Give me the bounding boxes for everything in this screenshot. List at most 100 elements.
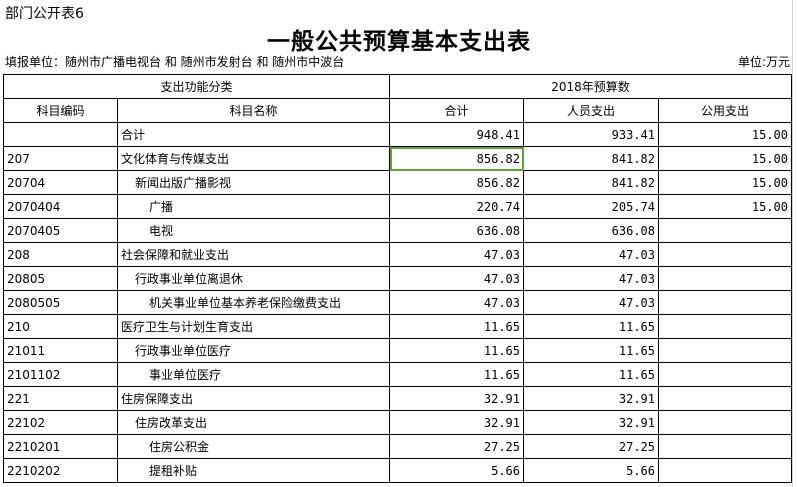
header-function-class[interactable]: 支出功能分类 <box>3 74 390 99</box>
table-row: 22102 住房改革支出 32.91 32.91 <box>3 410 792 435</box>
header-personnel[interactable]: 人员支出 <box>523 98 659 123</box>
table-row: 合计 948.41 933.41 15.00 <box>3 122 792 147</box>
cell-name[interactable]: 住房保障支出 <box>117 386 390 411</box>
cell-code[interactable]: 210 <box>3 314 118 339</box>
cell-public[interactable]: 15.00 <box>658 146 792 171</box>
cell-personnel[interactable]: 933.41 <box>523 122 659 147</box>
cell-name[interactable]: 住房改革支出 <box>117 410 390 435</box>
header-code[interactable]: 科目编码 <box>3 98 118 123</box>
cell-total[interactable]: 11.65 <box>389 314 524 339</box>
cell-total[interactable]: 47.03 <box>389 242 524 267</box>
cell-total[interactable]: 856.82 <box>389 170 524 195</box>
table-row: 208 社会保障和就业支出 47.03 47.03 <box>3 242 792 267</box>
cell-personnel[interactable]: 32.91 <box>523 386 659 411</box>
cell-code[interactable]: 2101102 <box>3 362 118 387</box>
cell-total[interactable]: 11.65 <box>389 362 524 387</box>
cell-personnel[interactable]: 841.82 <box>523 146 659 171</box>
cell-total[interactable]: 636.08 <box>389 218 524 243</box>
cell-personnel[interactable]: 27.25 <box>523 434 659 459</box>
cell-personnel[interactable]: 636.08 <box>523 218 659 243</box>
cell-name[interactable]: 医疗卫生与计划生育支出 <box>117 314 390 339</box>
cell-public[interactable] <box>658 242 792 267</box>
header-public[interactable]: 公用支出 <box>658 98 792 123</box>
cell-public[interactable] <box>658 314 792 339</box>
cell-total[interactable]: 11.65 <box>389 338 524 363</box>
cell-total[interactable]: 948.41 <box>389 122 524 147</box>
cell-total[interactable]: 47.03 <box>389 266 524 291</box>
cell-total[interactable]: 47.03 <box>389 290 524 315</box>
cell-personnel[interactable]: 47.03 <box>523 266 659 291</box>
cell-code[interactable]: 22102 <box>3 410 118 435</box>
gridline <box>792 0 798 487</box>
cell-personnel[interactable]: 11.65 <box>523 314 659 339</box>
cell-public[interactable] <box>658 338 792 363</box>
cell-name[interactable]: 社会保障和就业支出 <box>117 242 390 267</box>
cell-personnel[interactable]: 11.65 <box>523 338 659 363</box>
table-code[interactable]: 部门公开表6 <box>5 6 84 22</box>
header-budget-2018[interactable]: 2018年预算数 <box>389 74 792 99</box>
cell-name[interactable]: 行政事业单位离退休 <box>117 266 390 291</box>
cell-name[interactable]: 住房公积金 <box>117 434 390 459</box>
cell-name[interactable]: 机关事业单位基本养老保险缴费支出 <box>117 290 390 315</box>
table-row: 20805 行政事业单位离退休 47.03 47.03 <box>3 266 792 291</box>
cell-total[interactable]: 220.74 <box>389 194 524 219</box>
cell-name[interactable]: 提租补贴 <box>117 458 390 483</box>
cell-personnel[interactable]: 841.82 <box>523 170 659 195</box>
header-row-2: 科目编码 科目名称 合计 人员支出 公用支出 <box>3 98 792 123</box>
cell-name[interactable]: 电视 <box>117 218 390 243</box>
cell-code[interactable]: 208 <box>3 242 118 267</box>
cell-public[interactable] <box>658 362 792 387</box>
cell-code[interactable]: 20805 <box>3 266 118 291</box>
table-row: 221 住房保障支出 32.91 32.91 <box>3 386 792 411</box>
cell-public[interactable] <box>658 410 792 435</box>
cell-total[interactable]: 856.82 <box>389 146 524 171</box>
cell-code[interactable]: 2070404 <box>3 194 118 219</box>
cell-public[interactable]: 15.00 <box>658 194 792 219</box>
cell-code[interactable]: 207 <box>3 146 118 171</box>
cell-personnel[interactable]: 47.03 <box>523 290 659 315</box>
cell-name[interactable]: 新闻出版广播影视 <box>117 170 390 195</box>
table-row: 20704 新闻出版广播影视 856.82 841.82 15.00 <box>3 170 792 195</box>
page-title[interactable]: 一般公共预算基本支出表 <box>267 28 531 55</box>
cell-public[interactable] <box>658 386 792 411</box>
cell-personnel[interactable]: 11.65 <box>523 362 659 387</box>
cell-public[interactable] <box>658 218 792 243</box>
cell-name[interactable]: 事业单位医疗 <box>117 362 390 387</box>
cell-total[interactable]: 32.91 <box>389 386 524 411</box>
cell-name[interactable]: 合计 <box>117 122 390 147</box>
cell-total[interactable]: 5.66 <box>389 458 524 483</box>
cell-code[interactable] <box>3 122 118 147</box>
unit-label[interactable]: 单位:万元 <box>737 55 790 69</box>
reporting-unit[interactable]: 填报单位：随州市广播电视台 和 随州市发射台 和 随州市中波台 <box>5 55 345 69</box>
cell-code[interactable]: 20704 <box>3 170 118 195</box>
cell-code[interactable]: 2210201 <box>3 434 118 459</box>
cell-total[interactable]: 32.91 <box>389 410 524 435</box>
cell-public[interactable] <box>658 434 792 459</box>
cell-code[interactable]: 2080505 <box>3 290 118 315</box>
cell-code[interactable]: 221 <box>3 386 118 411</box>
cell-code[interactable]: 21011 <box>3 338 118 363</box>
table-row: 207 文化体育与传媒支出 856.82 841.82 15.00 <box>3 146 792 171</box>
cell-personnel[interactable]: 32.91 <box>523 410 659 435</box>
cell-total[interactable]: 27.25 <box>389 434 524 459</box>
cell-code[interactable]: 2070405 <box>3 218 118 243</box>
cell-personnel[interactable]: 5.66 <box>523 458 659 483</box>
cell-personnel[interactable]: 47.03 <box>523 242 659 267</box>
cell-public[interactable] <box>658 266 792 291</box>
cell-name[interactable]: 广播 <box>117 194 390 219</box>
header-name[interactable]: 科目名称 <box>117 98 390 123</box>
header-total[interactable]: 合计 <box>389 98 524 123</box>
cell-public[interactable] <box>658 290 792 315</box>
table-row: 2210202 提租补贴 5.66 5.66 <box>3 458 792 483</box>
budget-table: 支出功能分类 2018年预算数 科目编码 科目名称 合计 人员支出 公用支出 合… <box>3 74 792 483</box>
cell-name[interactable]: 文化体育与传媒支出 <box>117 146 390 171</box>
cell-public[interactable]: 15.00 <box>658 122 792 147</box>
table-row: 2210201 住房公积金 27.25 27.25 <box>3 434 792 459</box>
cell-personnel[interactable]: 205.74 <box>523 194 659 219</box>
cell-public[interactable] <box>658 458 792 483</box>
cell-public[interactable]: 15.00 <box>658 170 792 195</box>
cell-code[interactable]: 2210202 <box>3 458 118 483</box>
table-row: 2080505 机关事业单位基本养老保险缴费支出 47.03 47.03 <box>3 290 792 315</box>
cell-name[interactable]: 行政事业单位医疗 <box>117 338 390 363</box>
